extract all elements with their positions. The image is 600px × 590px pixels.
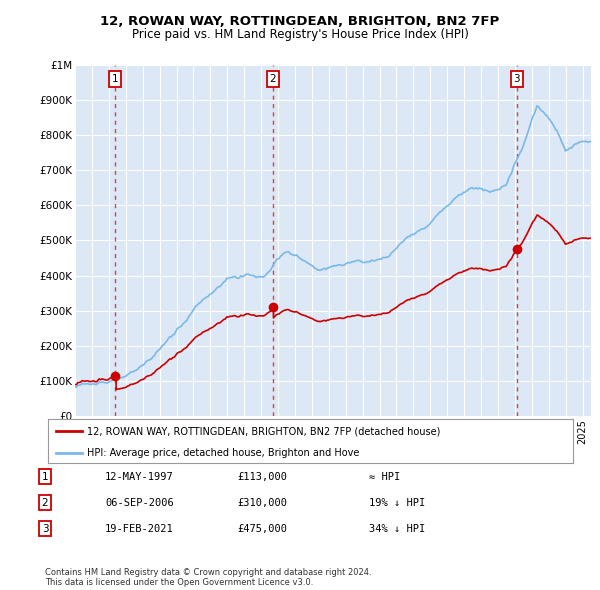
Text: 19-FEB-2021: 19-FEB-2021: [105, 524, 174, 533]
Text: 19% ↓ HPI: 19% ↓ HPI: [369, 498, 425, 507]
Text: ≈ HPI: ≈ HPI: [369, 472, 400, 481]
Text: 2: 2: [269, 74, 276, 84]
Text: 1: 1: [112, 74, 118, 84]
Text: 1: 1: [41, 472, 49, 481]
Text: 12-MAY-1997: 12-MAY-1997: [105, 472, 174, 481]
Text: 34% ↓ HPI: 34% ↓ HPI: [369, 524, 425, 533]
Text: 12, ROWAN WAY, ROTTINGDEAN, BRIGHTON, BN2 7FP: 12, ROWAN WAY, ROTTINGDEAN, BRIGHTON, BN…: [100, 15, 500, 28]
Text: 12, ROWAN WAY, ROTTINGDEAN, BRIGHTON, BN2 7FP (detached house): 12, ROWAN WAY, ROTTINGDEAN, BRIGHTON, BN…: [88, 427, 441, 436]
Text: Price paid vs. HM Land Registry's House Price Index (HPI): Price paid vs. HM Land Registry's House …: [131, 28, 469, 41]
Text: Contains HM Land Registry data © Crown copyright and database right 2024.
This d: Contains HM Land Registry data © Crown c…: [45, 568, 371, 587]
Text: £310,000: £310,000: [237, 498, 287, 507]
Text: 3: 3: [514, 74, 520, 84]
Text: £113,000: £113,000: [237, 472, 287, 481]
Text: 2: 2: [41, 498, 49, 507]
Text: 3: 3: [41, 524, 49, 533]
Text: £475,000: £475,000: [237, 524, 287, 533]
Text: 06-SEP-2006: 06-SEP-2006: [105, 498, 174, 507]
Text: HPI: Average price, detached house, Brighton and Hove: HPI: Average price, detached house, Brig…: [88, 448, 360, 458]
